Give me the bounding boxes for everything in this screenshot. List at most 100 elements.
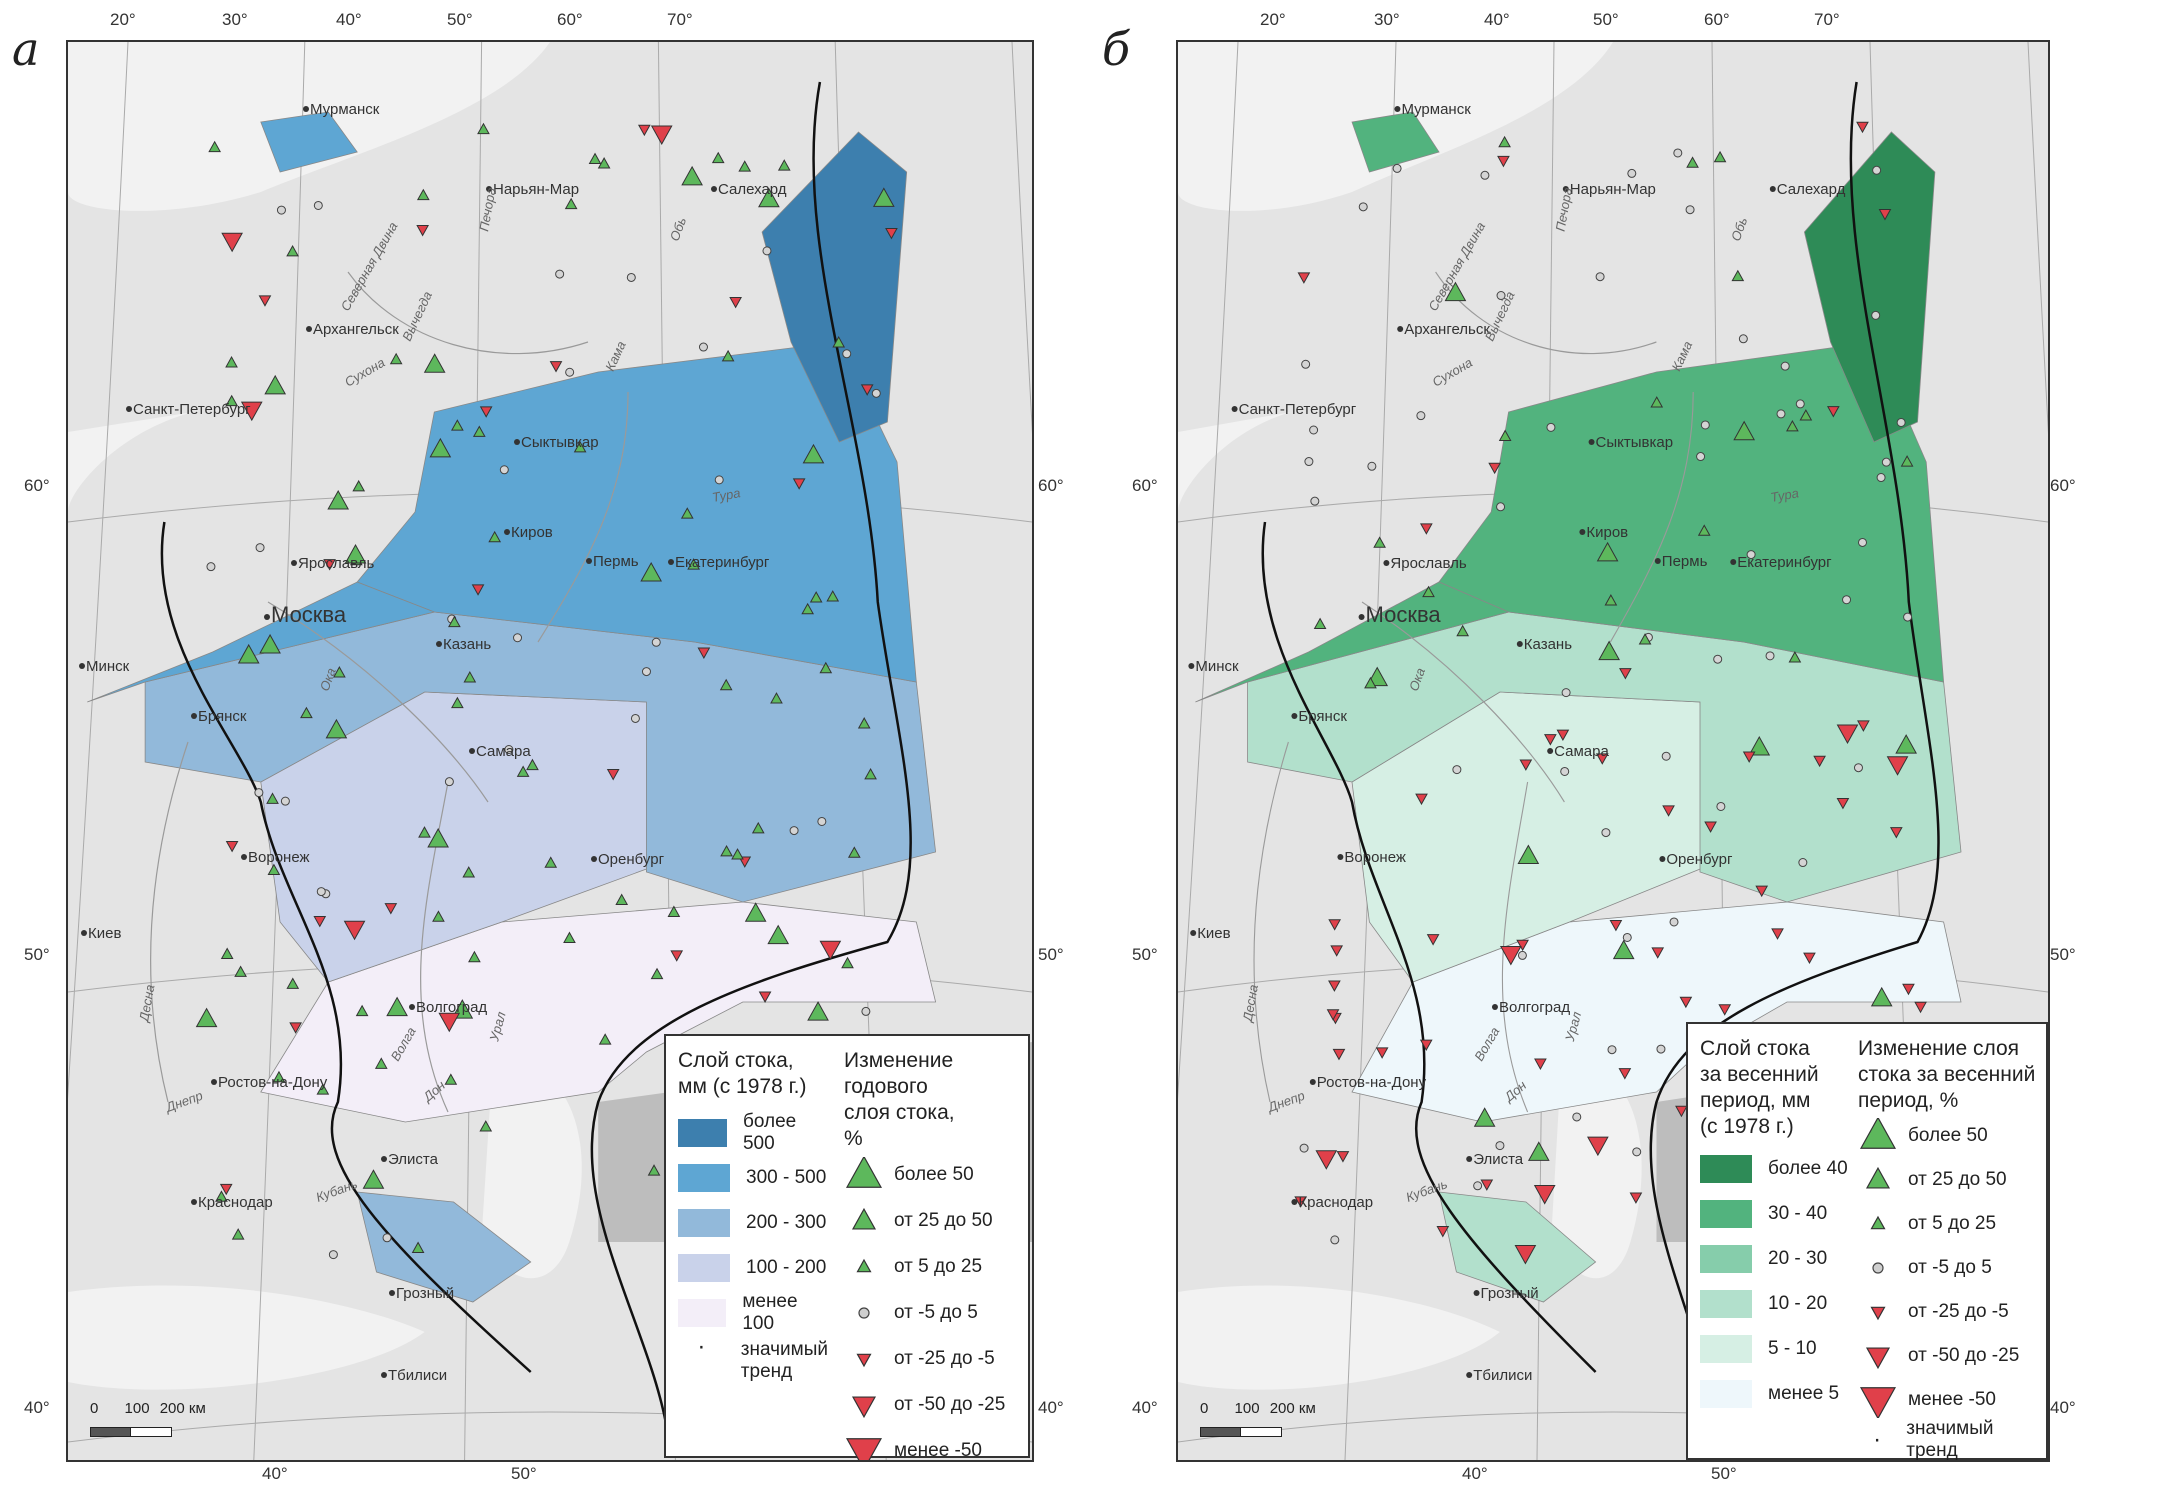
lon-tick: 70°	[1814, 10, 1840, 29]
station-marker	[1496, 291, 1506, 301]
station-marker	[1661, 751, 1671, 761]
station-marker	[416, 188, 430, 201]
station-marker	[767, 924, 790, 945]
legend-class-row: 200 - 300	[678, 1200, 828, 1245]
station-marker	[416, 225, 429, 237]
city-label: Москва	[271, 602, 347, 627]
scale-label: 0	[1200, 1400, 1209, 1417]
station-marker	[1697, 524, 1711, 536]
city-dot	[1337, 854, 1344, 860]
station-marker	[1713, 150, 1727, 163]
map-frame[interactable]: Мурманск Нарьян-Мар Салехард Архангельск Сан…	[1176, 40, 2050, 1462]
station-marker	[801, 602, 815, 615]
station-marker	[872, 187, 895, 207]
station-marker	[637, 124, 651, 137]
map-canvas[interactable]: Мурманск Нарьян-Мар Салехард Архангельск Сан…	[68, 42, 1032, 1460]
city-label: Минск	[86, 658, 130, 675]
city-dot	[1397, 326, 1404, 332]
station-marker	[1733, 420, 1756, 441]
station-marker	[860, 384, 874, 396]
station-marker	[555, 269, 565, 279]
station-marker	[1798, 858, 1808, 868]
city-dot	[306, 326, 312, 332]
station-marker	[1315, 1150, 1338, 1170]
city-label: Тбилиси	[388, 1367, 447, 1384]
change-class-label: от -25 до -5	[1908, 1301, 2009, 1322]
station-marker	[1328, 919, 1342, 931]
station-marker	[1780, 361, 1790, 371]
station-marker	[316, 1083, 330, 1095]
city-dot	[1466, 1372, 1473, 1378]
station-marker	[1330, 1235, 1340, 1245]
station-marker	[563, 931, 576, 943]
station-marker	[1619, 668, 1632, 680]
station-marker	[1748, 735, 1771, 756]
change-class-row: от -50 до -25	[1858, 1334, 2044, 1378]
city-label: Брянск	[198, 708, 247, 725]
lon-tick: 20°	[110, 10, 136, 29]
station-marker	[1881, 457, 1891, 467]
station-marker	[389, 352, 403, 365]
station-marker	[1607, 1045, 1617, 1055]
station-marker	[225, 394, 239, 407]
station-marker	[640, 561, 663, 582]
lon-tick: 50°	[511, 1464, 537, 1483]
station-marker	[1902, 983, 1915, 996]
station-marker	[362, 1169, 385, 1189]
station-marker	[258, 295, 272, 307]
station-marker	[1686, 156, 1699, 168]
city-label: Минск	[1195, 658, 1239, 675]
lat-tick: 50°	[1132, 945, 1158, 964]
station-marker	[1328, 980, 1341, 992]
station-marker	[344, 544, 367, 564]
legend-class-label: более 500	[742, 1110, 797, 1154]
legend-class-row: 10 - 20	[1700, 1281, 1850, 1326]
station-marker	[758, 187, 780, 208]
station-marker	[418, 826, 431, 838]
circle-icon	[1858, 1250, 1898, 1286]
panel-b: б 20° 30° 40° 50° 60° 70° 40° 50° 60° 50…	[1090, 0, 2179, 1492]
triangle-up-small-icon	[844, 1249, 884, 1285]
triangle-up-small-icon	[1858, 1206, 1898, 1242]
city-dot	[1190, 930, 1197, 936]
station-marker	[382, 1233, 392, 1243]
station-marker	[374, 1057, 388, 1069]
city-dot	[1562, 186, 1569, 192]
station-marker	[1330, 945, 1344, 957]
station-marker	[1771, 928, 1784, 940]
city-dot	[1547, 748, 1554, 754]
runoff-zone	[1803, 131, 1936, 443]
station-marker	[316, 887, 326, 897]
legend-title: Изменение годового слоя стока, %	[844, 1049, 955, 1150]
river-line	[149, 741, 189, 1103]
city-label: Нарьян-Мар	[1570, 181, 1656, 198]
station-marker	[1519, 759, 1533, 771]
layer-legend: Слой стока, мм (с 1978 г.) более 500 300 …	[678, 1048, 828, 1383]
station-marker	[789, 826, 799, 836]
station-marker	[809, 591, 823, 603]
color-swatch	[1700, 1199, 1752, 1228]
river-line	[1253, 741, 1289, 1103]
station-marker	[680, 507, 694, 519]
station-marker	[1669, 917, 1679, 927]
map-frame[interactable]: Мурманск Нарьян-Мар Салехард Архангельск Сан…	[66, 40, 1034, 1462]
baltic-sea	[1178, 412, 1292, 512]
legend-class-row: менее 5	[1700, 1371, 1850, 1416]
station-marker	[758, 991, 772, 1003]
change-class-row: от -5 до 5	[844, 1290, 1022, 1336]
legend-class-row: более 500	[678, 1110, 828, 1155]
scale-label: 200 км	[1269, 1400, 1316, 1417]
station-marker	[1587, 1136, 1609, 1157]
station-marker	[826, 590, 840, 602]
river-label: Тура	[1769, 485, 1800, 505]
city-dot	[1473, 1290, 1480, 1296]
station-marker	[225, 356, 238, 368]
river-line	[1361, 601, 1565, 803]
scale-label: 0	[90, 1400, 99, 1417]
change-class-row: менее -50	[844, 1428, 1022, 1460]
station-marker	[588, 152, 602, 164]
station-marker	[352, 479, 366, 492]
station-marker	[1595, 753, 1609, 765]
runoff-zone	[87, 581, 436, 703]
station-marker	[1516, 939, 1529, 952]
